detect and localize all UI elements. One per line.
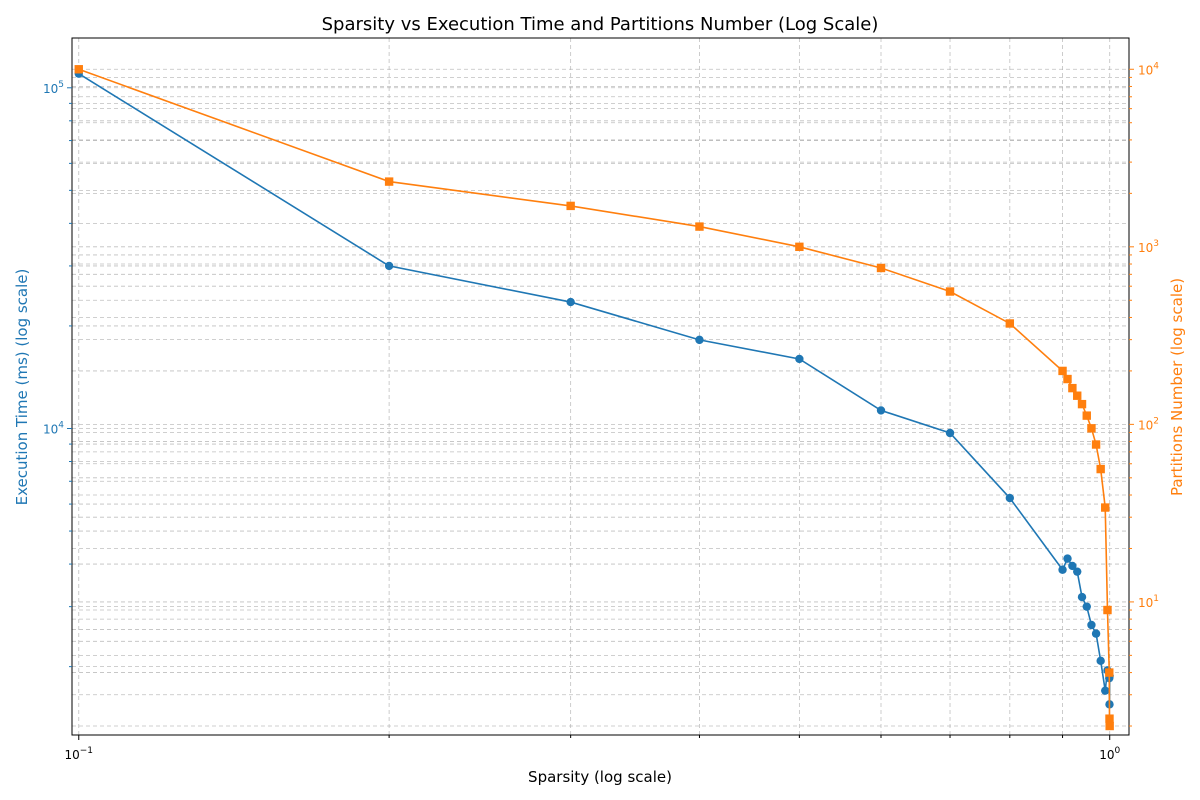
- right-series-point: [1101, 503, 1110, 512]
- y-right-tick-label: 102: [1138, 416, 1159, 432]
- left-series-point: [1063, 554, 1072, 563]
- left-series-point: [1058, 565, 1067, 574]
- left-series-point: [1068, 561, 1077, 571]
- right-series-point: [566, 201, 575, 211]
- left-series-point: [384, 261, 394, 271]
- right-series-point: [74, 65, 83, 74]
- left-series-point: [876, 406, 886, 415]
- left-series-point: [1091, 629, 1101, 638]
- right-series-point: [695, 222, 704, 231]
- left-series-point: [1087, 620, 1096, 630]
- left-series-point: [566, 297, 575, 307]
- right-series-point: [876, 263, 886, 273]
- left-series-point: [795, 354, 804, 364]
- right-series-point: [1077, 399, 1087, 409]
- left-series-point: [1077, 592, 1087, 602]
- y-right-tick-label: 103: [1138, 239, 1159, 255]
- left-series-point: [1082, 602, 1091, 611]
- left-series-point: [945, 428, 955, 438]
- left-series-point: [1096, 656, 1105, 666]
- y-right-tick-label: 104: [1138, 61, 1159, 77]
- right-series-point: [384, 177, 394, 186]
- right-series-point: [1082, 411, 1091, 420]
- chart-title: Sparsity vs Execution Time and Partition…: [322, 14, 879, 35]
- right-series-point: [1063, 374, 1072, 384]
- plot-frame: [71, 37, 1130, 736]
- y-left-tick-label: 105: [43, 80, 64, 96]
- grid: [72, 38, 1129, 735]
- y-right-tick-label: 101: [1138, 594, 1159, 610]
- right-series-point: [1096, 464, 1105, 474]
- right-series-point: [1105, 668, 1114, 677]
- left-series-point: [1101, 686, 1110, 695]
- right-series-point: [1087, 424, 1096, 433]
- right-series-point: [1091, 440, 1101, 449]
- right-series-point: [1105, 714, 1114, 723]
- ticks: 10−1 100 104 105 101 102 103 104: [43, 61, 1159, 762]
- left-series-point: [1073, 567, 1082, 576]
- y-left-tick-label: 104: [43, 420, 64, 436]
- right-series-point: [1005, 319, 1015, 328]
- right-series-point: [1068, 383, 1077, 393]
- right-series-point: [1058, 366, 1067, 376]
- right-series-point: [1073, 391, 1082, 400]
- right-series-point: [1105, 721, 1114, 731]
- right-series-point: [1103, 605, 1112, 615]
- x-axis-label: Sparsity (log scale): [528, 768, 672, 786]
- left-series-point: [695, 335, 704, 345]
- x-tick-label: 100: [1099, 746, 1120, 762]
- left-series-point: [1005, 493, 1015, 503]
- y-axis-left-label: Execution Time (ms) (log scale): [13, 269, 31, 506]
- series-layer: [74, 65, 1114, 731]
- y-axis-right-label: Partitions Number (log scale): [1168, 278, 1186, 496]
- right-series-point: [945, 287, 955, 296]
- right-series-point: [795, 242, 804, 252]
- x-tick-label: 10−1: [64, 746, 93, 762]
